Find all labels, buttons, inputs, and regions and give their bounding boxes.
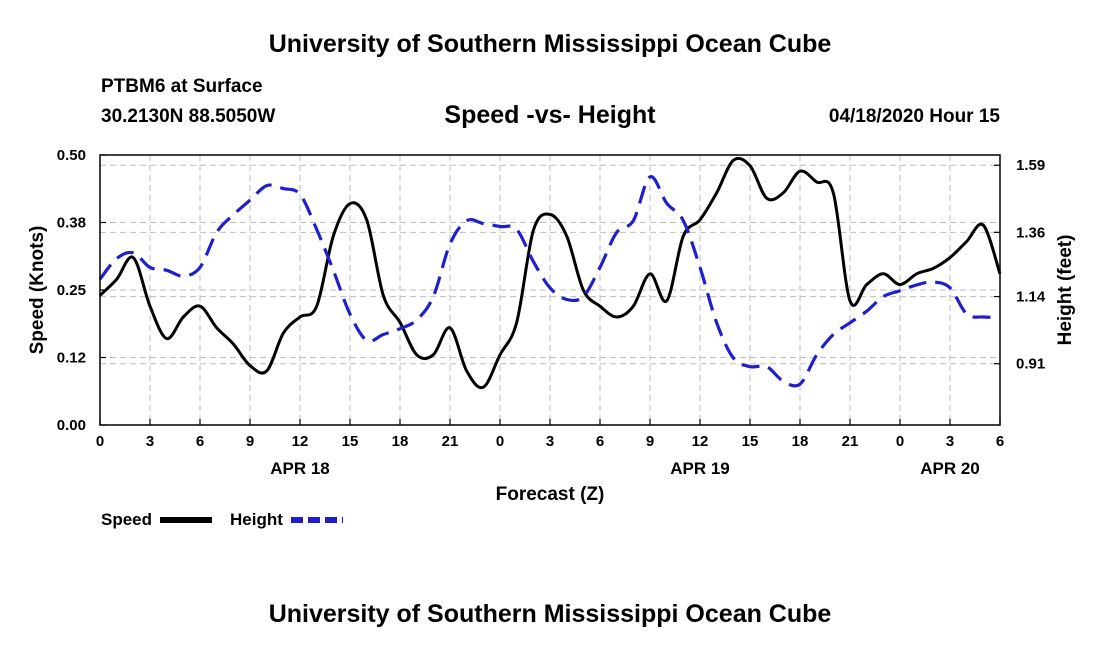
x-tick-label: 9 — [246, 433, 254, 450]
series-line-height — [98, 175, 1001, 388]
legend-speed-label: Speed — [101, 510, 152, 529]
coordinates-label: 30.2130N 88.5050W — [101, 106, 276, 127]
forecast-datetime: 04/18/2020 Hour 15 — [828, 106, 1000, 127]
x-tick-label: 3 — [546, 433, 554, 450]
x-tick-label: 15 — [742, 433, 759, 450]
y2-tick-label: 1.14 — [1016, 289, 1046, 306]
legend: Speed Height — [101, 510, 343, 529]
y2-axis-label: Height (feet) — [1055, 235, 1076, 346]
x-tick-label: 21 — [842, 433, 859, 450]
y-tick-label: 0.00 — [57, 417, 86, 434]
page-title: University of Southern Mississippi Ocean… — [268, 30, 832, 58]
legend-height-label: Height — [230, 510, 283, 529]
date-label: APR 18 — [270, 459, 330, 478]
x-tick-label: 6 — [996, 433, 1004, 450]
series-layer — [98, 156, 1002, 390]
axes: 0 3 6 9 12 15 18 21 0 3 6 9 12 15 18 21 0 3 6 0.00 0.12 0.25 0… — [57, 147, 1046, 478]
x-tick-label: 6 — [596, 433, 604, 450]
y-tick-label: 0.50 — [57, 147, 86, 164]
y-tick-label: 0.38 — [57, 215, 86, 232]
x-tick-label: 15 — [342, 433, 359, 450]
y-axis-label: Speed (Knots) — [27, 226, 48, 355]
grid — [100, 155, 1000, 425]
date-label: APR 19 — [670, 459, 730, 478]
x-tick-label: 0 — [896, 433, 904, 450]
x-tick-label: 0 — [496, 433, 504, 450]
date-label: APR 20 — [920, 459, 980, 478]
y2-tick-label: 1.59 — [1016, 157, 1045, 174]
x-tick-label: 6 — [196, 433, 204, 450]
x-tick-label: 3 — [146, 433, 154, 450]
y2-tick-label: 1.36 — [1016, 224, 1045, 241]
station-label: PTBM6 at Surface — [101, 76, 263, 97]
x-axis-label: Forecast (Z) — [496, 484, 605, 505]
y-tick-label: 0.12 — [57, 350, 86, 367]
x-tick-label: 12 — [292, 433, 309, 450]
x-tick-label: 12 — [692, 433, 709, 450]
footer-title: University of Southern Mississippi Ocean… — [268, 600, 832, 628]
x-tick-label: 21 — [442, 433, 459, 450]
x-tick-label: 3 — [946, 433, 954, 450]
series-line-speed — [98, 156, 1002, 390]
chart-title: Speed -vs- Height — [444, 101, 656, 129]
x-tick-label: 0 — [96, 433, 104, 450]
y-tick-label: 0.25 — [57, 282, 86, 299]
x-tick-label: 18 — [792, 433, 809, 450]
x-tick-label: 9 — [646, 433, 654, 450]
x-tick-label: 18 — [392, 433, 409, 450]
y2-tick-label: 0.91 — [1016, 356, 1045, 373]
